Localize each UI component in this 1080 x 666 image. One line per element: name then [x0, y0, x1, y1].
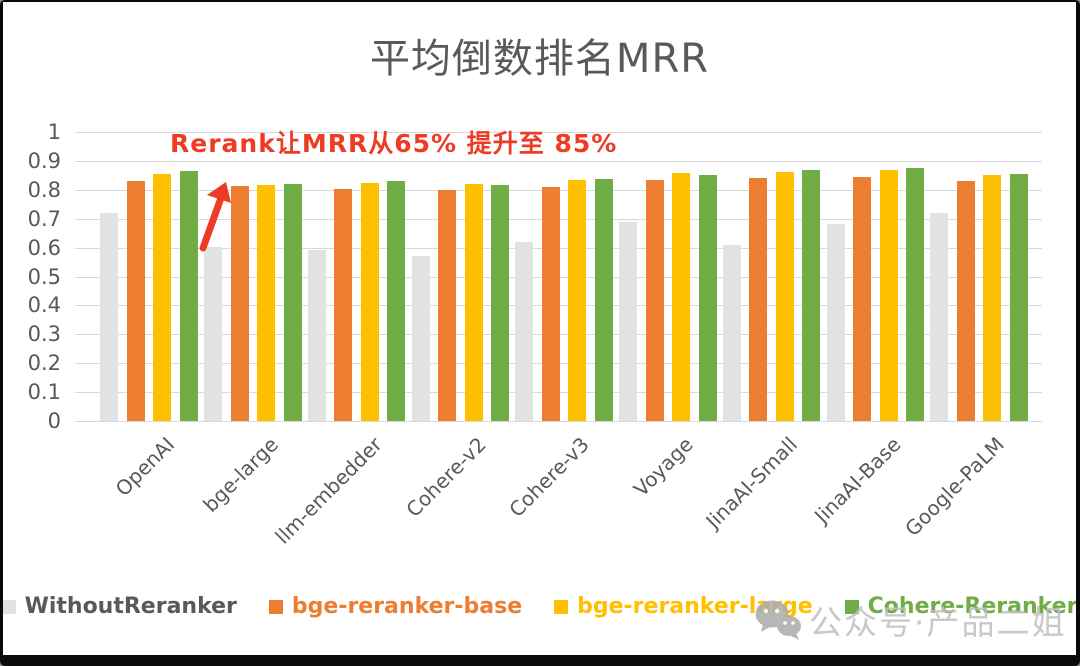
x-axis-category-label: llm-embedder: [270, 432, 387, 549]
legend-item-Cohere-Reranker: Cohere-Reranker: [844, 594, 1076, 619]
bar-WithoutReranker-Voyage: [619, 222, 637, 421]
x-axis-category-label: OpenAI: [110, 432, 180, 501]
legend-swatch: [268, 599, 283, 614]
bar-WithoutReranker-bge-large: [204, 246, 222, 421]
bar-bge-reranker-large-OpenAI: [153, 173, 172, 421]
bar-WithoutReranker-Cohere-v3: [515, 241, 534, 421]
y-axis-tick-label: 0.9: [27, 148, 61, 173]
x-axis-category-label: Cohere-v3: [504, 432, 595, 522]
y-axis-tick-label: 0.2: [27, 351, 61, 376]
legend-label: bge-reranker-large: [577, 594, 813, 619]
y-axis-tick-label: 0.7: [27, 206, 61, 231]
x-axis-category-label: Voyage: [629, 432, 699, 502]
legend-label: bge-reranker-base: [291, 594, 523, 619]
x-axis-category-label: JinaAI-Small: [700, 432, 802, 534]
legend-swatch: [3, 599, 16, 614]
bar-bge-reranker-large-JinaAI-Base: [879, 170, 898, 421]
bar-bge-reranker-base-Cohere-v2: [438, 190, 456, 421]
x-axis-category-label: Google-PaLM: [900, 432, 1010, 541]
legend-label: WithoutReranker: [24, 594, 237, 619]
bar-bge-reranker-base-Google-PaLM: [956, 181, 975, 421]
bar-WithoutReranker-OpenAI: [100, 213, 119, 421]
bar-Cohere-Reranker-bge-large: [283, 184, 302, 421]
x-axis-category-label: JinaAI-Base: [809, 432, 906, 528]
bar-Cohere-Reranker-Cohere-v3: [594, 179, 613, 421]
y-axis-tick-label: 0.8: [27, 177, 61, 202]
y-axis-tick-label: 1: [47, 120, 61, 144]
bar-Cohere-Reranker-JinaAI-Small: [802, 169, 821, 421]
gridline: [75, 132, 1042, 133]
bar-WithoutReranker-Google-PaLM: [930, 213, 949, 421]
legend-item-bge-reranker-large: bge-reranker-large: [554, 594, 813, 619]
bar-WithoutReranker-JinaAI-Base: [826, 223, 845, 421]
bar-bge-reranker-large-JinaAI-Small: [775, 172, 794, 421]
y-axis-tick-label: 0.1: [27, 380, 61, 405]
gridline: [75, 421, 1042, 422]
plot-area: [75, 132, 1042, 422]
bar-Cohere-Reranker-OpenAI: [179, 171, 198, 421]
bar-bge-reranker-base-Cohere-v3: [541, 187, 560, 421]
bar-bge-reranker-large-llm-embedder: [360, 183, 379, 421]
bar-bge-reranker-base-OpenAI: [126, 180, 145, 421]
y-axis-tick-label: 0: [47, 409, 61, 433]
legend-item-WithoutReranker: WithoutReranker: [3, 594, 237, 619]
chart-page: 平均倒数排名MRR 0 0.1 0.2 0.3 0.4 0.5 0.6 0.7 0.8 0.9 1 …: [3, 2, 1076, 655]
bar-bge-reranker-base-llm-embedder: [334, 188, 353, 421]
legend-item-bge-reranker-base: bge-reranker-base: [268, 594, 523, 619]
legend-label: Cohere-Reranker: [867, 594, 1076, 619]
gridline: [75, 160, 1042, 162]
bar-Cohere-Reranker-Google-PaLM: [1009, 173, 1028, 421]
bar-WithoutReranker-JinaAI-Small: [722, 245, 741, 421]
bar-bge-reranker-large-bge-large: [257, 185, 275, 421]
y-axis-tick-label: 0.6: [27, 235, 61, 260]
bar-Cohere-Reranker-Cohere-v2: [491, 185, 509, 421]
legend-swatch: [554, 599, 569, 614]
bar-WithoutReranker-Cohere-v2: [411, 255, 430, 421]
y-axis-tick-label: 0.4: [27, 293, 61, 318]
y-axis-tick-label: 0.3: [27, 322, 61, 347]
bar-bge-reranker-large-Cohere-v2: [464, 183, 483, 421]
bar-Cohere-Reranker-Voyage: [698, 174, 717, 421]
x-axis-category-label: bge-large: [198, 432, 284, 517]
bar-bge-reranker-large-Voyage: [672, 173, 690, 421]
x-axis-category-label: Cohere-v2: [401, 432, 491, 522]
bar-Cohere-Reranker-llm-embedder: [387, 181, 406, 421]
bar-bge-reranker-large-Cohere-v3: [568, 180, 587, 421]
bar-bge-reranker-base-Voyage: [645, 179, 664, 421]
legend-swatch: [844, 599, 859, 614]
y-axis-tick-label: 0.5: [27, 264, 61, 289]
bar-bge-reranker-large-Google-PaLM: [983, 174, 1002, 421]
chart-title: 平均倒数排名MRR: [369, 36, 710, 82]
bar-WithoutReranker-llm-embedder: [307, 249, 326, 421]
annotation-text: Rerank让MRR从65% 提升至 85%: [170, 129, 618, 158]
legend: WithoutReranker bge-reranker-base bge-rera…: [3, 594, 1076, 619]
bar-bge-reranker-base-bge-large: [230, 186, 249, 421]
bar-bge-reranker-base-JinaAI-Base: [853, 176, 871, 421]
bar-Cohere-Reranker-JinaAI-Base: [906, 168, 924, 421]
bar-bge-reranker-base-JinaAI-Small: [749, 177, 768, 421]
